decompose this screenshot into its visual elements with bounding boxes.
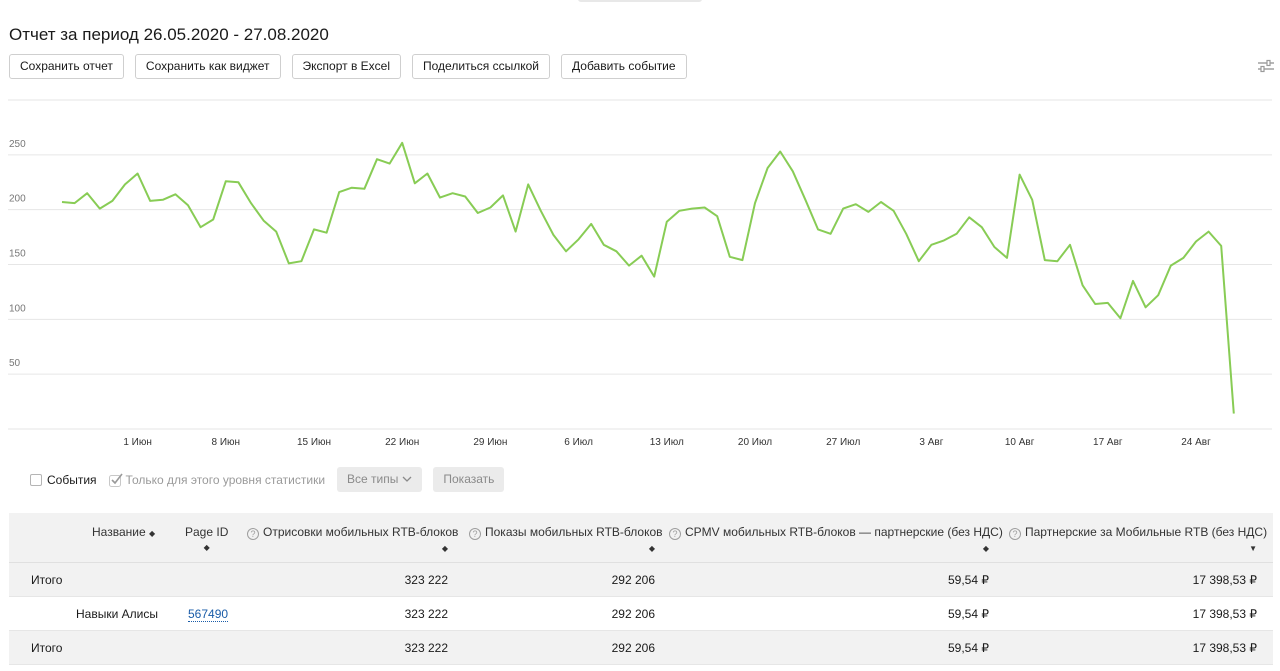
- x-tick-label: 17 Авг: [1093, 437, 1123, 448]
- column-header-renders[interactable]: ? Отрисовки мобильных RTB-блоков ◆: [247, 525, 458, 553]
- cell-shows: 292 206: [611, 641, 655, 655]
- x-tick-label: 8 Июн: [212, 437, 241, 448]
- cell-cpmv: 59,54 ₽: [948, 641, 989, 655]
- cell-cpmv: 59,54 ₽: [948, 573, 989, 587]
- x-tick-label: 29 Июн: [473, 437, 507, 448]
- sliders-icon[interactable]: [1257, 58, 1275, 74]
- column-page-id-label: Page ID: [185, 525, 229, 539]
- x-tick-label: 24 Авг: [1181, 437, 1211, 448]
- save-report-button[interactable]: Сохранить отчет: [9, 54, 124, 79]
- series-line: [61, 141, 1235, 414]
- cell-shows: 292 206: [611, 573, 655, 587]
- x-tick-label: 22 Июн: [385, 437, 419, 448]
- sort-desc-icon[interactable]: ▼: [1249, 544, 1257, 553]
- events-label: События: [47, 472, 97, 487]
- x-tick-label: 20 Июл: [738, 437, 772, 448]
- question-icon[interactable]: ?: [669, 528, 681, 540]
- table-row-total-bottom: Итого 323 222 292 206 59,54 ₽ 17 398,53 …: [9, 631, 1273, 665]
- cell-cpmv: 59,54 ₽: [948, 607, 989, 621]
- checkmark-icon[interactable]: [108, 473, 123, 487]
- events-checkbox[interactable]: [30, 473, 42, 486]
- sort-icon[interactable]: ◆: [203, 543, 210, 552]
- table-header: Название ◆ Page ID ◆ ? Отрисовки мобильны…: [9, 513, 1273, 563]
- column-name-label: Название: [92, 525, 146, 539]
- all-types-dropdown[interactable]: Все типы: [337, 467, 423, 492]
- x-tick-label: 10 Авг: [1005, 437, 1035, 448]
- x-tick-label: 1 Июн: [123, 437, 152, 448]
- x-tick-label: 3 Авг: [919, 437, 943, 448]
- only-level-label: Только для этого уровня статистики: [125, 472, 326, 487]
- table-row: Навыки Алисы 567490 323 222 292 206 59,5…: [9, 597, 1273, 631]
- sort-icon[interactable]: ◆: [441, 544, 448, 553]
- cell-partner: 17 398,53 ₽: [1192, 607, 1257, 621]
- all-types-label: Все типы: [347, 472, 399, 486]
- question-icon[interactable]: ?: [469, 528, 481, 540]
- top-tab-indicator: [578, 0, 702, 2]
- table-row-total: Итого 323 222 292 206 59,54 ₽ 17 398,53 …: [9, 563, 1273, 597]
- toolbar: Сохранить отчет Сохранить как виджет Экс…: [9, 54, 687, 79]
- row-name: Навыки Алисы: [76, 607, 158, 621]
- save-as-widget-button[interactable]: Сохранить как виджет: [134, 54, 281, 79]
- question-icon[interactable]: ?: [1009, 528, 1021, 540]
- y-tick-label: 50: [9, 358, 21, 369]
- share-link-button[interactable]: Поделиться ссылкой: [412, 54, 551, 79]
- show-button[interactable]: Показать: [433, 467, 505, 492]
- cell-renders: 323 222: [404, 607, 448, 621]
- x-tick-label: 15 Июн: [297, 437, 331, 448]
- column-header-name[interactable]: Название ◆: [92, 525, 155, 539]
- cell-renders: 323 222: [404, 641, 448, 655]
- y-tick-label: 150: [9, 249, 26, 260]
- chevron-down-icon: [402, 476, 412, 482]
- column-header-partner[interactable]: ? Партнерские за Мобильные RTB (без НДС) …: [1009, 525, 1267, 553]
- column-partner-label: Партнерские за Мобильные RTB (без НДС): [1025, 525, 1268, 539]
- export-excel-button[interactable]: Экспорт в Excel: [291, 54, 402, 79]
- cell-partner: 17 398,53 ₽: [1192, 641, 1257, 655]
- sort-icon[interactable]: ◆: [982, 544, 989, 553]
- column-header-shows[interactable]: ? Показы мобильных RTB-блоков ◆: [469, 525, 663, 553]
- y-tick-label: 250: [9, 139, 26, 150]
- y-tick-label: 100: [9, 303, 26, 314]
- column-renders-label: Отрисовки мобильных RTB-блоков: [263, 525, 459, 539]
- x-tick-label: 6 Июл: [564, 437, 593, 448]
- x-tick-label: 27 Июл: [826, 437, 860, 448]
- question-icon[interactable]: ?: [247, 528, 259, 540]
- event-filters: События Только для этого уровня статисти…: [30, 467, 505, 492]
- column-shows-label: Показы мобильных RTB-блоков: [485, 525, 663, 539]
- x-tick-label: 13 Июл: [650, 437, 684, 448]
- column-header-page-id[interactable]: Page ID ◆: [185, 525, 228, 552]
- cell-partner: 17 398,53 ₽: [1192, 573, 1257, 587]
- cell-shows: 292 206: [611, 607, 655, 621]
- sort-icon[interactable]: ◆: [148, 529, 156, 538]
- sort-icon[interactable]: ◆: [648, 544, 655, 553]
- column-cpmv-label: CPMV мобильных RTB-блоков — партнерские …: [685, 525, 1003, 539]
- total-label: Итого: [31, 641, 63, 655]
- y-tick-label: 200: [9, 194, 26, 205]
- page-id-link[interactable]: 567490: [188, 607, 229, 622]
- total-label: Итого: [31, 573, 63, 587]
- stats-table: Название ◆ Page ID ◆ ? Отрисовки мобильны…: [9, 513, 1273, 665]
- page-title: Отчет за период 26.05.2020 - 27.08.2020: [9, 25, 329, 44]
- cell-renders: 323 222: [404, 573, 448, 587]
- add-event-button[interactable]: Добавить событие: [561, 54, 687, 79]
- column-header-cpmv[interactable]: ? CPMV мобильных RTB-блоков — партнерские…: [669, 525, 1003, 553]
